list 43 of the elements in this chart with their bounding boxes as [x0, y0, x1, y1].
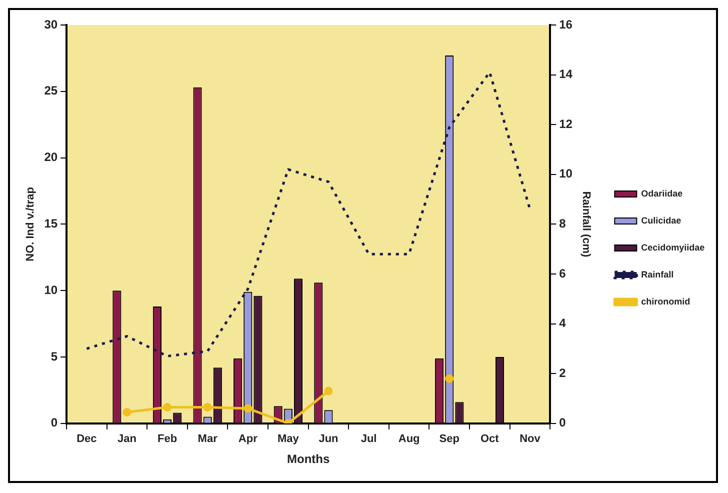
y-axis-title: NO. Ind v./trap [24, 186, 37, 262]
x-tick-label: Feb [158, 433, 178, 446]
y-tick-label: 20 [44, 150, 58, 164]
x-tick-label: May [277, 433, 300, 446]
y-tick-label: 5 [50, 349, 58, 364]
x-tick-label: Dec [76, 433, 97, 446]
y2-tick-label: 12 [559, 116, 573, 131]
y-tick-label: 0 [50, 416, 58, 430]
y2-tick-label: 0 [559, 416, 566, 430]
point [163, 402, 172, 412]
y-tick-label: 30 [44, 17, 58, 32]
legend-label: Rainfall [641, 269, 674, 280]
point [324, 386, 333, 396]
y2-tick-label: 2 [559, 366, 566, 380]
x-tick-label: Nov [520, 433, 542, 446]
y2-tick-label: 6 [559, 266, 566, 280]
y-tick-label: 15 [44, 216, 58, 231]
legend-label: Odariidae [641, 188, 683, 198]
y2-tick-label: 10 [559, 166, 573, 181]
x-tick-label: Apr [238, 433, 258, 446]
x-tick-label: Mar [198, 433, 218, 446]
legend-label: Cecidomyiidae [641, 242, 705, 252]
x-axis-title: Months [287, 452, 330, 466]
y2-tick-label: 8 [559, 216, 566, 231]
x-tick-label: Jan [118, 433, 137, 446]
point [203, 402, 212, 412]
line-series [85, 71, 532, 358]
point [244, 404, 252, 413]
x-tick-label: Oct [480, 433, 500, 446]
point [122, 408, 132, 416]
x-tick-label: Jul [360, 433, 377, 446]
point [445, 374, 454, 383]
y-tick-label: 10 [44, 282, 58, 297]
x-tick-label: Sep [439, 433, 460, 446]
legend-label: Culicidae [641, 215, 682, 226]
y2-tick-label: 14 [559, 67, 573, 82]
y-tick-label: 25 [44, 84, 58, 98]
y2-tick-label: 4 [559, 316, 566, 330]
y2-axis-title: Rainfall (cm) [580, 191, 592, 258]
x-tick-label: Aug [398, 433, 420, 446]
y2-tick-label: 16 [559, 17, 573, 32]
legend-label: chironomid [641, 296, 690, 306]
x-tick-label: Jun [318, 433, 339, 446]
